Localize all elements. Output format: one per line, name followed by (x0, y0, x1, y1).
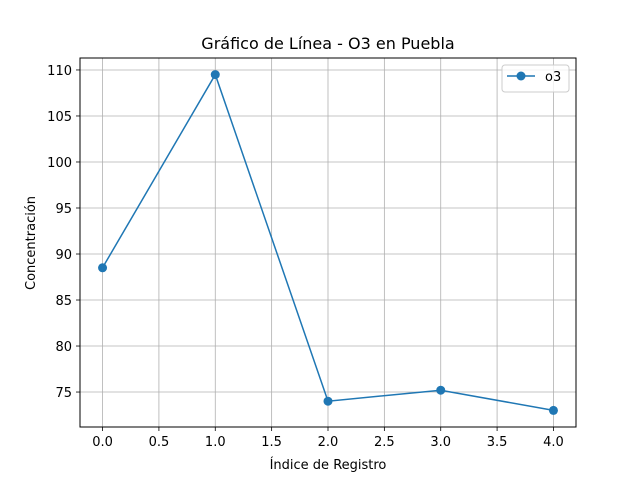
y-tick-label: 85 (55, 294, 72, 309)
x-axis-label: Índice de Registro (270, 457, 387, 473)
data-point (323, 396, 333, 406)
legend: o3 (501, 64, 570, 93)
x-tick-label: 1.5 (261, 435, 282, 450)
y-tick-label: 90 (55, 248, 72, 263)
y-tick-label: 75 (55, 386, 72, 401)
y-tick-label: 105 (47, 110, 72, 125)
legend-box (501, 64, 570, 93)
x-tick-label: 2.5 (374, 435, 395, 450)
x-tick-label: 3.5 (487, 435, 508, 450)
x-tick-label: 0.0 (92, 435, 113, 450)
data-point (436, 385, 446, 395)
data-point (548, 405, 558, 415)
x-tick-label: 1.0 (205, 435, 226, 450)
y-tick-label: 110 (47, 64, 72, 79)
x-tick-label: 4.0 (543, 435, 564, 450)
legend-label-o3: o3 (545, 70, 561, 85)
x-axis-ticks: 0.0 0.5 1.0 1.5 2.0 2.5 3.0 3.5 4.0 (92, 427, 564, 450)
y-axis-label: Concentración (24, 196, 39, 290)
y-axis-ticks: 75 80 85 90 95 100 105 110 (47, 64, 80, 401)
y-tick-label: 95 (55, 202, 72, 217)
y-tick-label: 80 (55, 340, 72, 355)
legend-marker-o3 (516, 71, 526, 81)
series-layer (98, 70, 558, 415)
y-tick-label: 100 (47, 156, 72, 171)
x-tick-label: 2.0 (318, 435, 339, 450)
x-tick-label: 3.0 (430, 435, 451, 450)
x-tick-label: 0.5 (149, 435, 170, 450)
grid (80, 58, 576, 427)
chart-title: Gráfico de Línea - O3 en Puebla (201, 34, 454, 53)
data-point (98, 263, 108, 273)
data-point (210, 70, 220, 80)
